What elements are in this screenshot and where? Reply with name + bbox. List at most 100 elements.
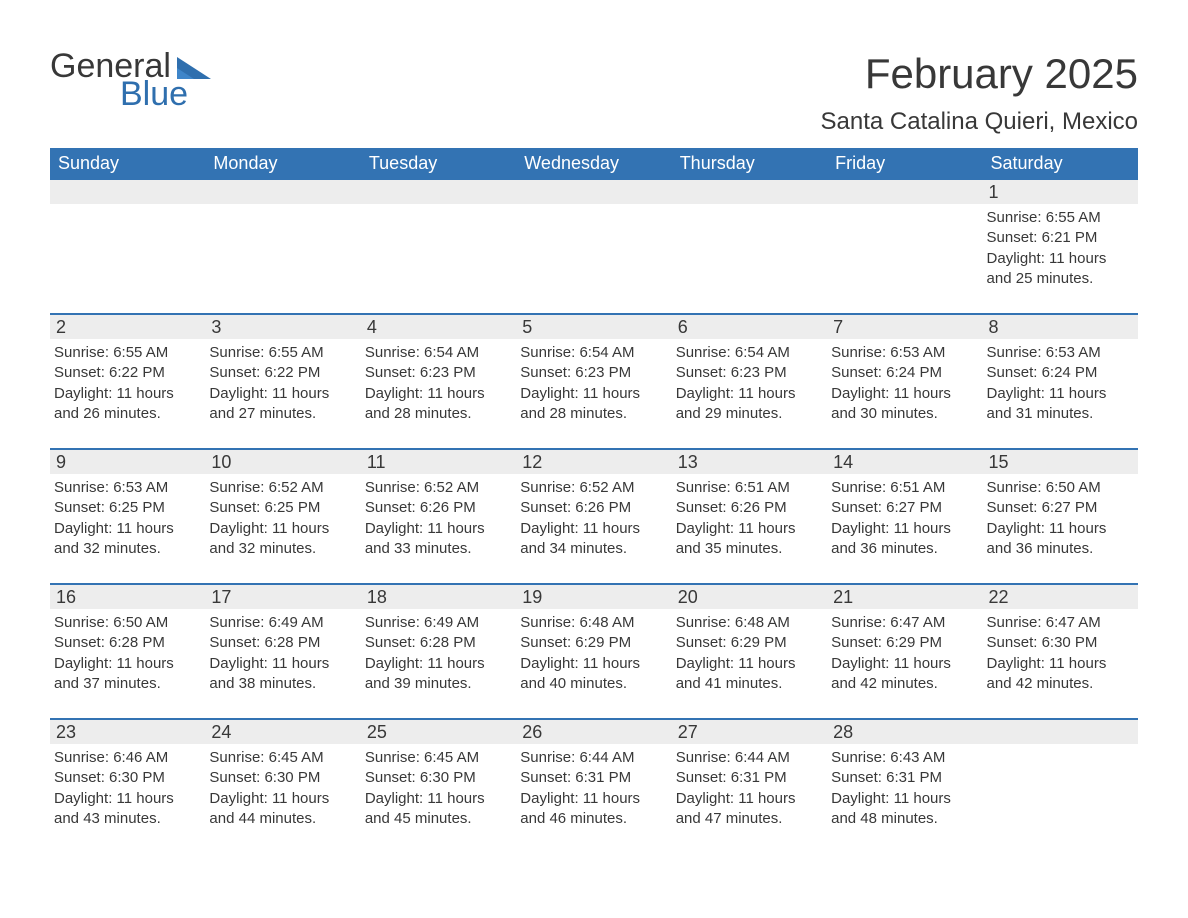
- daynum-bar: 11: [361, 450, 516, 474]
- sunset-text: Sunset: 6:30 PM: [365, 768, 508, 788]
- calendar-cell: [983, 720, 1138, 839]
- daynum-bar: 2: [50, 315, 205, 339]
- calendar-cell: 11Sunrise: 6:52 AMSunset: 6:26 PMDayligh…: [361, 450, 516, 569]
- daylight-text-2: and 28 minutes.: [365, 404, 508, 424]
- daynum-bar: 14: [827, 450, 982, 474]
- daylight-text-1: Daylight: 11 hours: [987, 384, 1130, 404]
- calendar-cell: 21Sunrise: 6:47 AMSunset: 6:29 PMDayligh…: [827, 585, 982, 704]
- sunset-text: Sunset: 6:25 PM: [209, 498, 352, 518]
- daylight-text-1: Daylight: 11 hours: [987, 249, 1130, 269]
- day-data: Sunrise: 6:51 AMSunset: 6:27 PMDaylight:…: [827, 474, 982, 559]
- sunrise-text: Sunrise: 6:55 AM: [987, 208, 1130, 228]
- calendar-cell: 5Sunrise: 6:54 AMSunset: 6:23 PMDaylight…: [516, 315, 671, 434]
- sunrise-text: Sunrise: 6:53 AM: [987, 343, 1130, 363]
- daylight-text-2: and 35 minutes.: [676, 539, 819, 559]
- day-number: 25: [361, 722, 387, 743]
- day-number: 16: [50, 587, 76, 608]
- sunrise-text: Sunrise: 6:47 AM: [831, 613, 974, 633]
- sunrise-text: Sunrise: 6:54 AM: [365, 343, 508, 363]
- sunrise-text: Sunrise: 6:49 AM: [365, 613, 508, 633]
- daynum-bar: 24: [205, 720, 360, 744]
- sunset-text: Sunset: 6:26 PM: [520, 498, 663, 518]
- daynum-bar: 3: [205, 315, 360, 339]
- day-data: Sunrise: 6:50 AMSunset: 6:27 PMDaylight:…: [983, 474, 1138, 559]
- calendar-cell: 25Sunrise: 6:45 AMSunset: 6:30 PMDayligh…: [361, 720, 516, 839]
- day-data: Sunrise: 6:54 AMSunset: 6:23 PMDaylight:…: [672, 339, 827, 424]
- sunrise-text: Sunrise: 6:44 AM: [676, 748, 819, 768]
- day-number: 18: [361, 587, 387, 608]
- sunrise-text: Sunrise: 6:43 AM: [831, 748, 974, 768]
- day-data: Sunrise: 6:45 AMSunset: 6:30 PMDaylight:…: [205, 744, 360, 829]
- dow-friday: Friday: [827, 148, 982, 180]
- daylight-text-2: and 39 minutes.: [365, 674, 508, 694]
- daylight-text-2: and 42 minutes.: [987, 674, 1130, 694]
- day-number: 3: [205, 317, 221, 338]
- daylight-text-2: and 28 minutes.: [520, 404, 663, 424]
- calendar-cell: [50, 180, 205, 299]
- calendar-cell: 22Sunrise: 6:47 AMSunset: 6:30 PMDayligh…: [983, 585, 1138, 704]
- day-number: 5: [516, 317, 532, 338]
- daynum-bar: 13: [672, 450, 827, 474]
- calendar-cell: 13Sunrise: 6:51 AMSunset: 6:26 PMDayligh…: [672, 450, 827, 569]
- sunrise-text: Sunrise: 6:53 AM: [831, 343, 974, 363]
- daylight-text-1: Daylight: 11 hours: [831, 519, 974, 539]
- dow-tuesday: Tuesday: [361, 148, 516, 180]
- sunset-text: Sunset: 6:25 PM: [54, 498, 197, 518]
- daynum-bar: [361, 180, 516, 204]
- daynum-bar: 8: [983, 315, 1138, 339]
- daylight-text-2: and 36 minutes.: [831, 539, 974, 559]
- calendar-cell: 12Sunrise: 6:52 AMSunset: 6:26 PMDayligh…: [516, 450, 671, 569]
- daylight-text-2: and 33 minutes.: [365, 539, 508, 559]
- sunset-text: Sunset: 6:22 PM: [54, 363, 197, 383]
- day-of-week-header: Sunday Monday Tuesday Wednesday Thursday…: [50, 148, 1138, 180]
- sunrise-text: Sunrise: 6:52 AM: [520, 478, 663, 498]
- daynum-bar: 17: [205, 585, 360, 609]
- sunrise-text: Sunrise: 6:50 AM: [54, 613, 197, 633]
- sunrise-text: Sunrise: 6:55 AM: [209, 343, 352, 363]
- calendar-cell: 2Sunrise: 6:55 AMSunset: 6:22 PMDaylight…: [50, 315, 205, 434]
- daylight-text-1: Daylight: 11 hours: [365, 384, 508, 404]
- daynum-bar: 23: [50, 720, 205, 744]
- daynum-bar: 5: [516, 315, 671, 339]
- day-data: Sunrise: 6:53 AMSunset: 6:24 PMDaylight:…: [983, 339, 1138, 424]
- daynum-bar: 18: [361, 585, 516, 609]
- sunset-text: Sunset: 6:23 PM: [676, 363, 819, 383]
- day-number: 17: [205, 587, 231, 608]
- day-data: Sunrise: 6:52 AMSunset: 6:26 PMDaylight:…: [516, 474, 671, 559]
- daynum-bar: 26: [516, 720, 671, 744]
- day-data: Sunrise: 6:51 AMSunset: 6:26 PMDaylight:…: [672, 474, 827, 559]
- sunset-text: Sunset: 6:26 PM: [365, 498, 508, 518]
- daynum-bar: 20: [672, 585, 827, 609]
- dow-thursday: Thursday: [672, 148, 827, 180]
- daylight-text-1: Daylight: 11 hours: [676, 519, 819, 539]
- daylight-text-2: and 27 minutes.: [209, 404, 352, 424]
- daylight-text-1: Daylight: 11 hours: [209, 384, 352, 404]
- sunrise-text: Sunrise: 6:55 AM: [54, 343, 197, 363]
- daylight-text-1: Daylight: 11 hours: [676, 789, 819, 809]
- day-data: Sunrise: 6:44 AMSunset: 6:31 PMDaylight:…: [672, 744, 827, 829]
- daylight-text-1: Daylight: 11 hours: [365, 654, 508, 674]
- daylight-text-2: and 31 minutes.: [987, 404, 1130, 424]
- sunrise-text: Sunrise: 6:46 AM: [54, 748, 197, 768]
- daynum-bar: 15: [983, 450, 1138, 474]
- calendar-cell: 1Sunrise: 6:55 AMSunset: 6:21 PMDaylight…: [983, 180, 1138, 299]
- calendar-cell: 9Sunrise: 6:53 AMSunset: 6:25 PMDaylight…: [50, 450, 205, 569]
- day-data: Sunrise: 6:54 AMSunset: 6:23 PMDaylight:…: [361, 339, 516, 424]
- daylight-text-1: Daylight: 11 hours: [520, 384, 663, 404]
- sunset-text: Sunset: 6:30 PM: [54, 768, 197, 788]
- sunset-text: Sunset: 6:29 PM: [676, 633, 819, 653]
- sunset-text: Sunset: 6:24 PM: [831, 363, 974, 383]
- month-title: February 2025: [821, 50, 1138, 98]
- day-number: 7: [827, 317, 843, 338]
- daynum-bar: 21: [827, 585, 982, 609]
- daylight-text-2: and 41 minutes.: [676, 674, 819, 694]
- daylight-text-2: and 26 minutes.: [54, 404, 197, 424]
- daylight-text-2: and 47 minutes.: [676, 809, 819, 829]
- sunrise-text: Sunrise: 6:49 AM: [209, 613, 352, 633]
- sunrise-text: Sunrise: 6:44 AM: [520, 748, 663, 768]
- day-number: 4: [361, 317, 377, 338]
- sunrise-text: Sunrise: 6:51 AM: [831, 478, 974, 498]
- day-data: Sunrise: 6:50 AMSunset: 6:28 PMDaylight:…: [50, 609, 205, 694]
- dow-sunday: Sunday: [50, 148, 205, 180]
- daynum-bar: 19: [516, 585, 671, 609]
